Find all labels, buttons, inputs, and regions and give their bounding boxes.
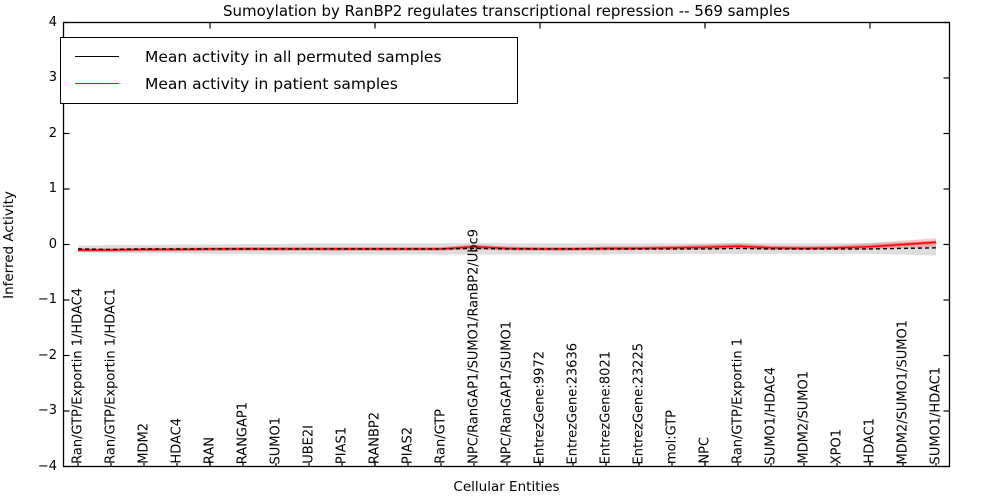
x-tick-label: SUMO1 [268,416,284,465]
x-tick-label: EntrezGene:8021 [598,350,614,464]
x-tick-label: UBE2I [301,425,317,464]
x-tick-label: MDM2/SUMO1 [796,371,812,464]
x-tick-label: NPC/RanGAP1/SUMO1 [499,321,515,464]
x-tick-label: RANBP2 [367,411,383,464]
x-tick-label: HDAC1 [862,418,878,464]
x-tick-label: EntrezGene:23225 [631,342,647,464]
legend-item-permuted: Mean activity in all permuted samples [61,43,517,70]
black-line-swatch [75,56,119,57]
y-tick-label: 0 [48,236,57,252]
y-tick-label: −3 [37,403,57,418]
chart-title: Sumoylation by RanBP2 regulates transcri… [222,2,791,20]
x-tick-label: NPC [697,437,713,464]
legend-label: Mean activity in patient samples [145,74,398,93]
x-axis-label: Cellular Entities [453,479,560,495]
x-tick-label: mol:GTP [664,410,680,464]
permuted-mean-line [77,247,937,251]
legend-box: Mean activity in all permuted samples Me… [60,37,518,104]
x-tick-label: MDM2/SUMO1/SUMO1 [895,319,911,464]
y-tick-label: −4 [37,458,57,474]
x-tick-label: PIAS2 [400,426,416,464]
legend-item-patient: Mean activity in patient samples [61,70,517,97]
y-tick-label: 3 [48,70,57,85]
y-tick-label: 1 [48,181,57,196]
y-tick-label: −1 [37,292,57,307]
x-tick-label: SUMO1/HDAC1 [928,366,944,464]
x-tick-label: Ran/GTP/Exportin 1 [730,338,746,464]
x-tick-label: EntrezGene:23636 [565,342,581,464]
x-tick-label: SUMO1/HDAC4 [763,366,779,464]
y-axis-label: Inferred Activity [1,191,17,299]
y-tick-label: −2 [37,347,57,363]
y-tick-label: 4 [48,14,57,30]
legend-label: Mean activity in all permuted samples [145,47,442,66]
x-tick-label: Ran/GTP [433,409,449,464]
x-tick-label: RANGAP1 [235,401,251,464]
x-tick-label: NPC/RanGAP1/SUMO1/RanBP2/Ubc9 [466,229,482,464]
x-tick-label: PIAS1 [334,426,350,464]
x-tick-label: EntrezGene:9972 [532,350,548,464]
red-line-swatch [75,83,119,84]
y-tick-label: 2 [48,125,57,141]
x-tick-label: Ran/GTP/Exportin 1/HDAC1 [103,288,119,464]
x-tick-label: Ran/GTP/Exportin 1/HDAC4 [70,288,86,464]
x-tick-label: XPO1 [829,428,845,464]
x-tick-label: RAN [202,436,218,464]
x-tick-label: HDAC4 [169,418,185,464]
x-tick-label: MDM2 [136,423,152,464]
